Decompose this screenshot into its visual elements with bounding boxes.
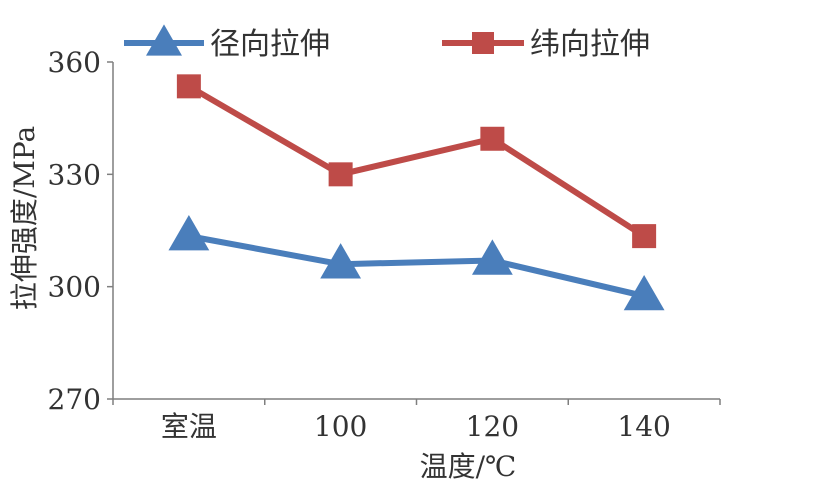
data-point (168, 215, 210, 251)
y-tick-label: 300 (48, 271, 101, 304)
legend-label: 径向拉伸 (210, 27, 330, 62)
data-point (632, 224, 657, 249)
series-2 (176, 74, 657, 249)
axes: 270 300 330 360 室温 100 120 140 (48, 46, 721, 443)
legend-item-1: 径向拉伸 (124, 24, 330, 62)
y-tick-label: 270 (48, 383, 101, 416)
data-point (176, 74, 201, 99)
series-line (185, 83, 648, 240)
legend-marker (472, 32, 494, 54)
series-line (185, 233, 648, 300)
y-tick-label: 330 (48, 158, 101, 191)
data-point (480, 126, 505, 151)
data-point (623, 274, 665, 311)
data-point (471, 239, 513, 275)
x-tick-label: 120 (466, 410, 519, 443)
x-axis-title: 温度/℃ (420, 450, 517, 483)
data-point (328, 162, 353, 187)
legend-label: 纬向拉伸 (530, 27, 650, 62)
series-1 (168, 215, 665, 311)
legend: 径向拉伸 纬向拉伸 (124, 24, 650, 62)
legend-item-2: 纬向拉伸 (442, 27, 650, 62)
series-layer (168, 74, 665, 311)
x-tick-label: 140 (617, 410, 670, 443)
y-tick-label: 360 (48, 46, 101, 79)
x-tick-label: 室温 (161, 410, 217, 443)
legend-marker (146, 24, 182, 56)
y-axis-title: 拉伸强度/MPa (8, 126, 41, 310)
data-point (320, 243, 362, 279)
x-tick-label: 100 (314, 410, 367, 443)
